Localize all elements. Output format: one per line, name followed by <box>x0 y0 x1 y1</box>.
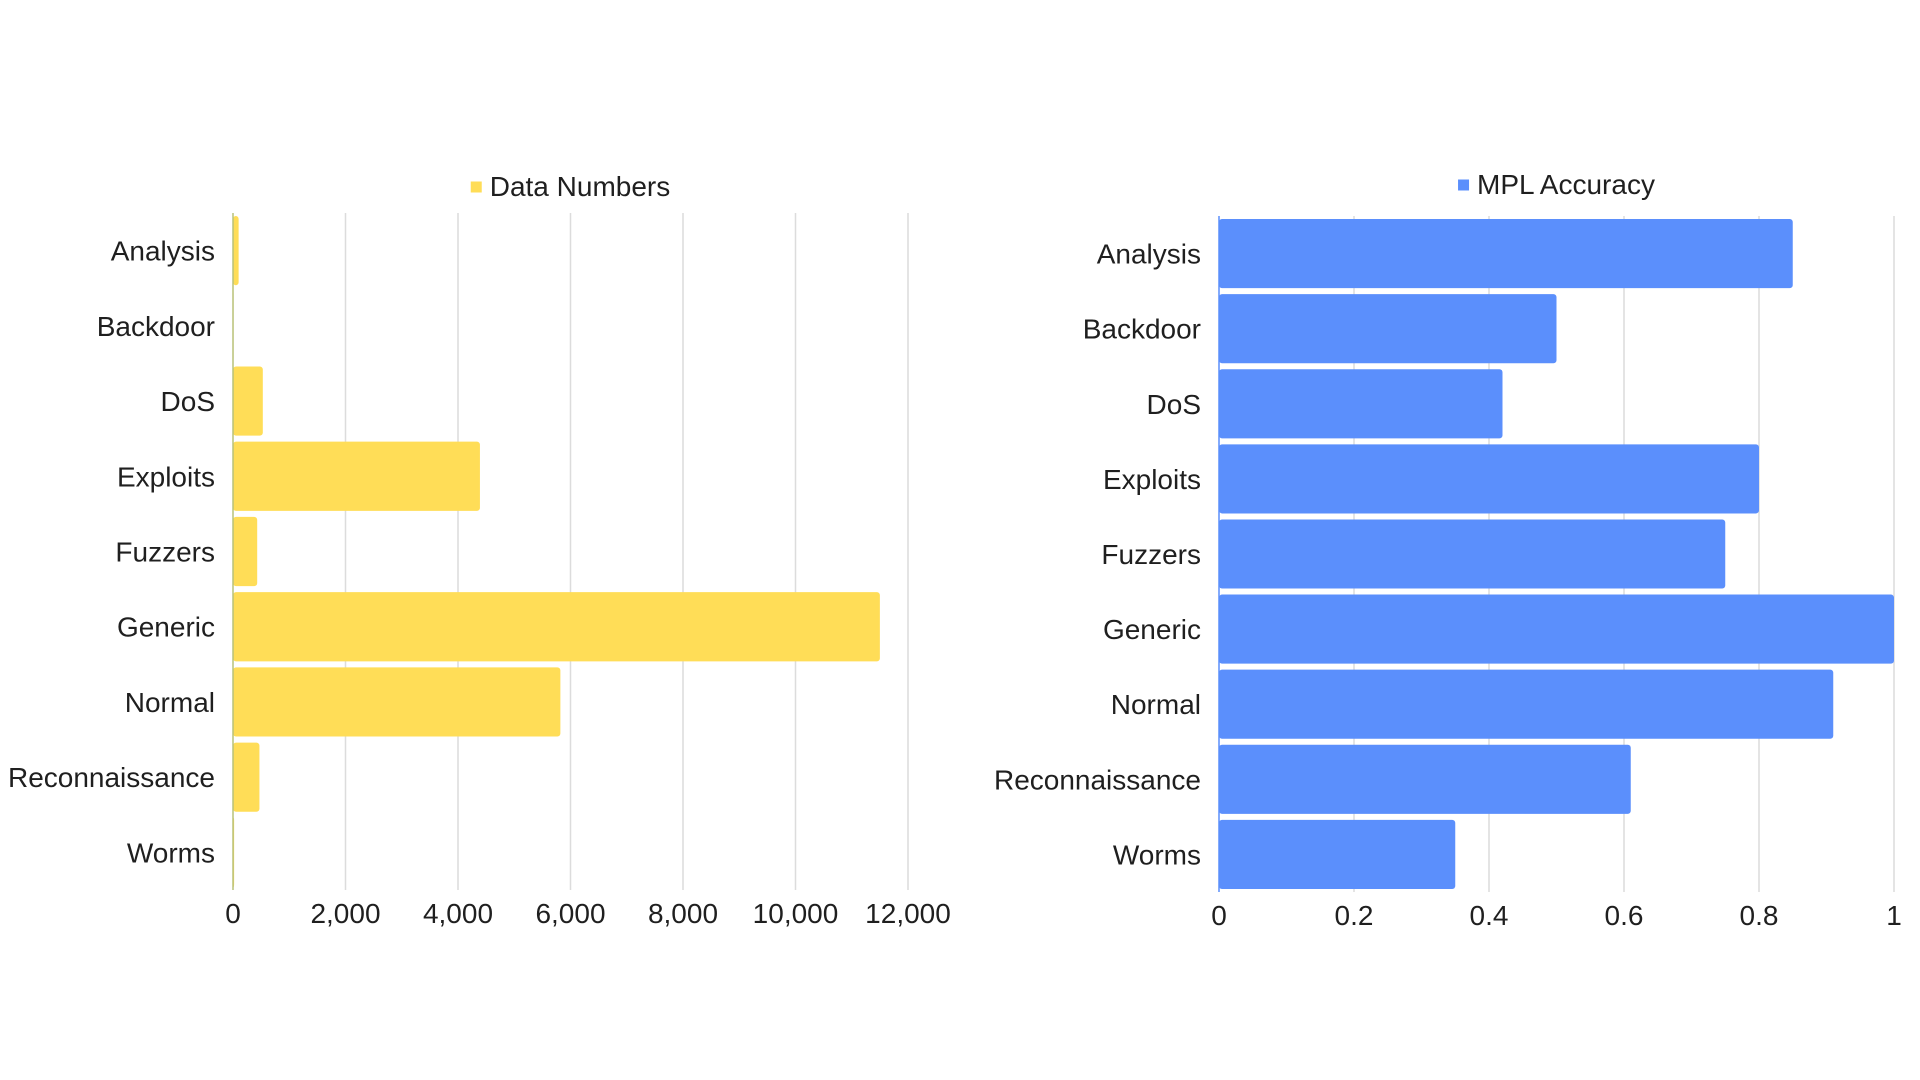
mpl-accuracy-bar-generic <box>1219 594 1894 664</box>
mpl-accuracy-bar-reconnaissance <box>1219 744 1631 814</box>
data-numbers-category-label: Normal <box>125 687 215 718</box>
data-numbers-legend-swatch <box>470 181 482 193</box>
mpl-accuracy-category-label: Fuzzers <box>1101 539 1201 570</box>
data-numbers-category-label: Analysis <box>111 236 215 267</box>
data-numbers-category-label: Generic <box>117 612 215 643</box>
data-numbers-tick-label: 10,000 <box>753 898 839 929</box>
data-numbers-bar-dos <box>233 366 263 436</box>
mpl-accuracy-bar-analysis <box>1219 219 1793 289</box>
mpl-accuracy-tick-label: 0 <box>1211 900 1227 931</box>
mpl-accuracy-category-label: Generic <box>1103 614 1201 645</box>
data-numbers-category-label: DoS <box>161 386 215 417</box>
data-numbers-tick-label: 6,000 <box>535 898 605 929</box>
mpl-accuracy-category-label: Reconnaissance <box>994 764 1201 795</box>
mpl-accuracy-category-label: Exploits <box>1103 464 1201 495</box>
mpl-accuracy-tick-label: 0.2 <box>1335 900 1374 931</box>
data-numbers-tick-label: 0 <box>225 898 241 929</box>
data-numbers-tick-label: 2,000 <box>310 898 380 929</box>
mpl-accuracy-tick-label: 1 <box>1886 900 1902 931</box>
mpl-accuracy-legend-label: MPL Accuracy <box>1477 169 1655 200</box>
mpl-accuracy-category-label: DoS <box>1147 389 1201 420</box>
mpl-accuracy-category-label: Backdoor <box>1083 314 1201 345</box>
mpl-accuracy-category-label: Normal <box>1111 689 1201 720</box>
mpl-accuracy-bar-exploits <box>1219 444 1759 514</box>
data-numbers-bar-generic <box>233 592 880 662</box>
mpl-accuracy-bar-dos <box>1219 369 1503 439</box>
mpl-accuracy-category-label: Worms <box>1113 839 1201 870</box>
mpl-accuracy-category-label: Analysis <box>1097 239 1201 270</box>
data-numbers-category-label: Exploits <box>117 461 215 492</box>
data-numbers-bar-fuzzers <box>233 516 258 587</box>
data-numbers-category-label: Reconnaissance <box>8 762 215 793</box>
data-numbers-category-label: Fuzzers <box>115 537 215 568</box>
mpl-accuracy-tick-label: 0.6 <box>1605 900 1644 931</box>
mpl-accuracy-tick-label: 0.8 <box>1740 900 1779 931</box>
data-numbers-tick-label: 4,000 <box>423 898 493 929</box>
data-numbers-bar-analysis <box>233 216 239 286</box>
data-numbers-bar-reconnaissance <box>233 742 260 812</box>
data-numbers-bar-normal <box>233 667 561 737</box>
data-numbers-bar-exploits <box>233 441 480 511</box>
data-numbers-chart: Analysis Backdoor DoS Exploits Fuzzers Generi… <box>8 171 951 929</box>
mpl-accuracy-bar-normal <box>1219 669 1834 739</box>
data-numbers-tick-label: 12,000 <box>865 898 951 929</box>
mpl-accuracy-bar-worms <box>1219 819 1456 889</box>
data-numbers-category-label: Worms <box>127 837 215 868</box>
mpl-accuracy-legend-swatch <box>1458 179 1470 191</box>
data-numbers-category-label: Backdoor <box>97 311 215 342</box>
data-numbers-legend-label: Data Numbers <box>490 171 671 202</box>
mpl-accuracy-bar-fuzzers <box>1219 519 1726 589</box>
mpl-accuracy-bar-backdoor <box>1219 294 1557 364</box>
mpl-accuracy-chart: Analysis Backdoor DoS Exploits Fuzzers Generi… <box>994 169 1902 931</box>
mpl-accuracy-tick-label: 0.4 <box>1470 900 1509 931</box>
data-numbers-tick-label: 8,000 <box>648 898 718 929</box>
